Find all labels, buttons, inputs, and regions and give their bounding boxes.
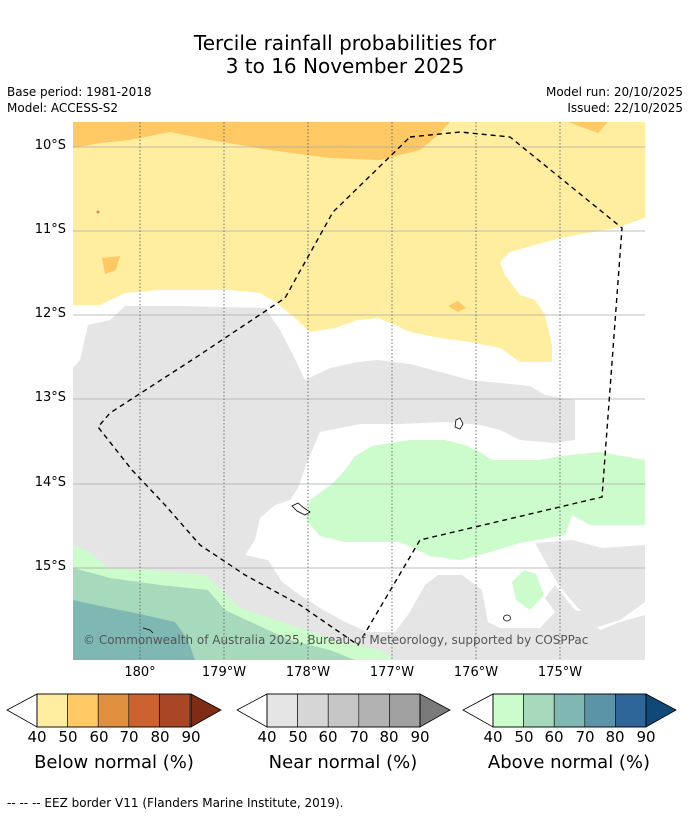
colorbar-tick: 70 bbox=[575, 728, 595, 746]
lon-label: 180° bbox=[124, 665, 156, 680]
above-normal-60-region bbox=[73, 600, 195, 660]
near-normal-40-patch bbox=[535, 540, 645, 627]
lon-label: 177°W bbox=[369, 665, 415, 680]
lon-label: 178°W bbox=[285, 665, 331, 680]
colorbar-segment bbox=[492, 693, 524, 728]
colorbar-tick: 90 bbox=[410, 728, 430, 746]
colorbar-below-normal bbox=[6, 693, 222, 728]
eez-border bbox=[97, 131, 623, 647]
above-normal-40-patch bbox=[512, 570, 544, 610]
colorbar-segment bbox=[97, 693, 130, 728]
colorbar-segment bbox=[128, 693, 160, 728]
colorbar-tick: 40 bbox=[257, 728, 277, 746]
island-outline bbox=[291, 502, 311, 516]
colorbar-segment bbox=[584, 693, 616, 728]
colorbar-tick: 80 bbox=[605, 728, 625, 746]
colorbar-segment bbox=[36, 693, 68, 728]
colorbar-tick: 90 bbox=[181, 728, 201, 746]
lat-label: 15°S bbox=[34, 559, 66, 574]
model-name: Model: ACCESS-S2 bbox=[7, 101, 119, 115]
lat-label: 14°S bbox=[34, 475, 66, 490]
base-period: Base period: 1981-2018 bbox=[7, 85, 152, 99]
colorbar-segment bbox=[297, 693, 329, 728]
issued-date: Issued: 22/10/2025 bbox=[567, 101, 683, 115]
colorbar-above-normal bbox=[462, 693, 677, 728]
near-normal-40-patch bbox=[170, 352, 178, 360]
model-run: Model run: 20/10/2025 bbox=[545, 85, 683, 99]
colorbar-tick: 50 bbox=[288, 728, 308, 746]
lon-label: 175°W bbox=[537, 665, 583, 680]
colorbar-tick: 70 bbox=[349, 728, 369, 746]
colorbar-tick: 60 bbox=[318, 728, 338, 746]
latitude-gridlines bbox=[73, 146, 645, 569]
colorbar-tick: 70 bbox=[119, 728, 139, 746]
island-outline bbox=[142, 627, 154, 634]
chart-title-line2: 3 to 16 November 2025 bbox=[225, 54, 465, 78]
colorbar-tick: 90 bbox=[636, 728, 656, 746]
below-normal-speck bbox=[96, 210, 100, 214]
island-outline bbox=[503, 614, 511, 622]
colorbar-segment bbox=[327, 693, 360, 728]
below-normal-50-patch bbox=[568, 122, 608, 133]
colorbar-tick: 80 bbox=[379, 728, 399, 746]
below-normal-50-patch bbox=[448, 301, 466, 312]
colorbar-segment bbox=[67, 693, 99, 728]
colorbar-title-near: Near normal (%) bbox=[268, 752, 418, 773]
colorbar-tick: 80 bbox=[150, 728, 170, 746]
colorbar-near-normal bbox=[236, 693, 451, 728]
colorbar-segment bbox=[523, 693, 555, 728]
lat-label: 13°S bbox=[34, 390, 66, 405]
colorbar-tick: 50 bbox=[514, 728, 534, 746]
colorbar-tick: 40 bbox=[27, 728, 47, 746]
colorbar-segment bbox=[389, 693, 421, 728]
copyright-notice: © Commonwealth of Australia 2025, Bureau… bbox=[83, 633, 589, 647]
colorbar-segment bbox=[358, 693, 390, 728]
below-normal-50-patch bbox=[102, 256, 120, 274]
lat-label: 11°S bbox=[34, 222, 66, 237]
colorbar-segment bbox=[266, 693, 298, 728]
colorbar-tick: 60 bbox=[544, 728, 564, 746]
colorbar-segment bbox=[615, 693, 647, 728]
colorbar-segment bbox=[553, 693, 586, 728]
colorbar-segment bbox=[159, 693, 191, 728]
chart-title-line1: Tercile rainfall probabilities for bbox=[193, 31, 497, 55]
colorbar-title-below: Below normal (%) bbox=[34, 752, 194, 773]
lat-label: 10°S bbox=[34, 138, 66, 153]
eez-footnote: -- -- -- EEZ border V11 (Flanders Marine… bbox=[7, 796, 344, 810]
colorbar-title-above: Above normal (%) bbox=[487, 752, 651, 773]
near-normal-40-region bbox=[73, 306, 645, 660]
colorbar-tick: 60 bbox=[89, 728, 109, 746]
longitude-gridlines bbox=[139, 122, 561, 660]
lat-label: 12°S bbox=[34, 306, 66, 321]
below-normal-50-region bbox=[73, 122, 450, 160]
island-outline bbox=[454, 417, 464, 430]
colorbar-tick: 40 bbox=[483, 728, 503, 746]
lon-label: 176°W bbox=[453, 665, 499, 680]
below-normal-40-region bbox=[73, 122, 645, 362]
colorbar-tick: 50 bbox=[58, 728, 78, 746]
lon-label: 179°W bbox=[201, 665, 247, 680]
